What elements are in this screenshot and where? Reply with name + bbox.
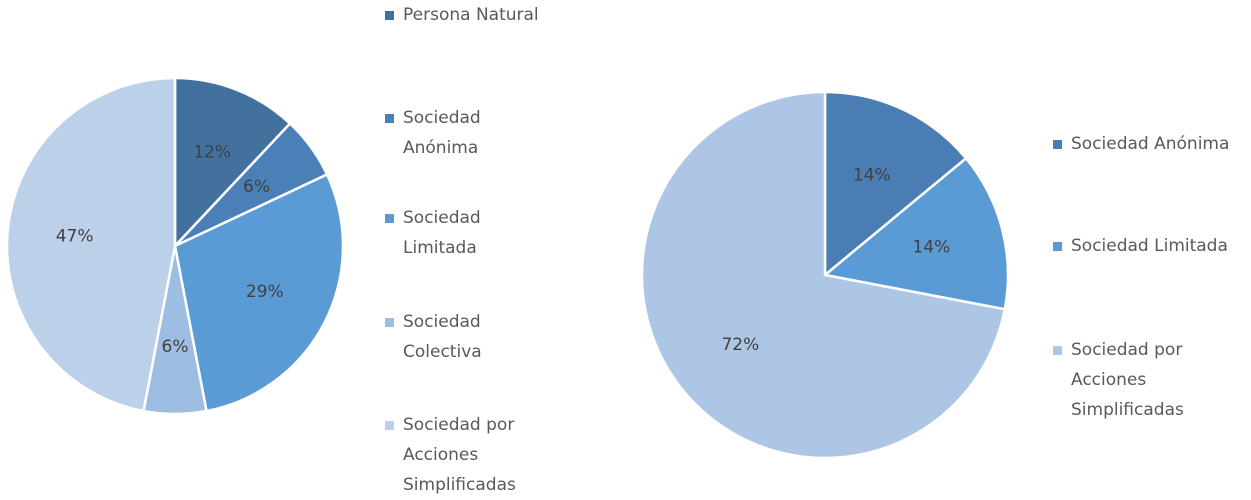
legend-item: Sociedad Anónima <box>385 103 513 163</box>
legend-item: Sociedad Anónima <box>1053 129 1251 159</box>
data-label: 47% <box>56 227 94 247</box>
pie-slice <box>822 156 1010 311</box>
legend-label: Persona Natural <box>403 5 539 25</box>
legend-marker <box>1053 140 1062 149</box>
legend-item: Persona Natural <box>385 0 603 30</box>
legend-marker <box>385 114 394 123</box>
legend-label: Sociedad Limitada <box>403 208 481 258</box>
data-label: 29% <box>246 282 284 302</box>
data-label: 14% <box>853 166 891 186</box>
data-label: 14% <box>912 238 950 258</box>
data-label: 6% <box>162 337 189 357</box>
pie-slice <box>640 90 1007 460</box>
pie-slice <box>173 172 345 413</box>
legend-marker <box>385 214 394 223</box>
data-label: 12% <box>193 142 231 162</box>
legend-item: Sociedad Colectiva <box>385 307 513 367</box>
legend-marker <box>1053 346 1062 355</box>
legend-item: Sociedad Limitada <box>1053 231 1251 261</box>
data-label: 6% <box>243 177 270 197</box>
pie-slice <box>823 90 968 278</box>
legend-label: Sociedad Anónima <box>1071 134 1230 154</box>
legend-marker <box>1053 242 1062 251</box>
legend-label: Sociedad por Acciones Simplificadas <box>403 415 516 495</box>
legend-item: Sociedad Limitada <box>385 203 513 263</box>
legend-item: Sociedad por Acciones Simplificadas <box>1053 335 1211 425</box>
data-label: 72% <box>721 335 759 355</box>
legend-label: Sociedad por Acciones Simplificadas <box>1071 340 1184 420</box>
legend-label: Sociedad Colectiva <box>403 312 482 362</box>
pie-slice <box>173 76 292 250</box>
legend-marker <box>385 11 394 20</box>
legend-item: Sociedad por Acciones Simplificadas <box>385 410 553 500</box>
legend-label: Sociedad Anónima <box>403 108 481 158</box>
legend-label: Sociedad Limitada <box>1071 236 1228 256</box>
legend-marker <box>385 318 394 327</box>
legend-marker <box>385 421 394 430</box>
pie-slice <box>5 76 177 413</box>
